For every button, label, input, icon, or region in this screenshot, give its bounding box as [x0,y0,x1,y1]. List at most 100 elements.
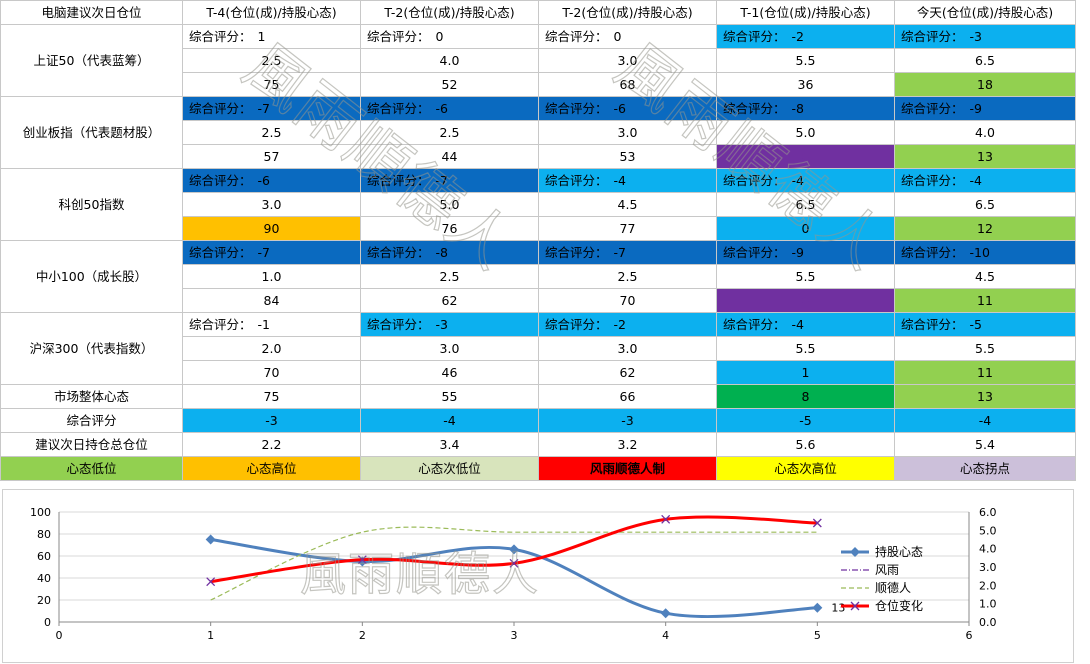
data-point [357,555,367,565]
suggestion-label: 建议次日持仓总仓位 [0,432,183,457]
market-cell: 13 [894,384,1076,409]
score-prefix: 综合评分： [367,245,430,260]
score-cell: 综合评分： -6 [182,168,361,193]
position-row: 2.5 4.0 3.0 5.5 6.5 [1,48,1076,73]
score-row: 创业板指（代表题材股） 综合评分： -7 综合评分： -6 综合评分： -6 综合评分： -8 综… [0,96,1076,169]
index-name: 创业板指（代表题材股） [0,96,183,169]
position-cell: 6.5 [894,48,1076,73]
y2-tick-label: 0.0 [979,616,997,629]
y2-tick-label: 5.0 [979,524,997,537]
score-cell: 综合评分： -4 [894,168,1076,193]
score-value: -4 [791,317,804,332]
series-line [210,526,818,601]
position-cell: 2.5 [182,120,361,145]
suggestion-cell: 3.4 [360,432,539,457]
column-header: 今天(仓位(成)/持股心态) [894,0,1076,25]
position-row: 2.5 2.5 3.0 5.0 4.0 [1,120,1076,145]
legend-swatch: 心态低位 [0,456,183,481]
mood-row: 57 44 53 0 13 [1,144,1076,169]
suggestion-row: 建议次日持仓总仓位 2.2 3.4 3.2 5.6 5.4 [0,432,1076,457]
legend-swatch: 风雨顺德人制 [538,456,717,481]
mood-cell: 84 [182,288,361,313]
score-prefix: 综合评分： [723,317,786,332]
score-prefix: 综合评分： [901,245,964,260]
index-name: 上证50（代表蓝筹） [0,24,183,97]
position-cell: 3.0 [360,336,539,361]
score-cell: 综合评分： -3 [360,312,539,337]
position-cell: 3.0 [538,120,717,145]
position-cell: 5.5 [716,48,895,73]
score-prefix: 综合评分： [189,317,252,332]
mood-row: 84 62 70 0 11 [1,288,1076,313]
score-prefix: 综合评分： [723,173,786,188]
y2-tick-label: 2.0 [979,579,997,592]
mood-row: 70 46 62 1 11 [1,360,1076,385]
legend-label: 仓位变化 [875,598,923,613]
x-tick-label: 6 [966,629,973,642]
mood-cell: 36 [716,72,895,97]
position-cell: 1.0 [182,264,361,289]
score-prefix: 综合评分： [367,101,430,116]
position-cell: 6.5 [894,192,1076,217]
data-point [812,518,822,528]
score-cell: 综合评分： -2 [716,24,895,49]
score-prefix: 综合评分： [723,101,786,116]
score-value: -8 [435,245,448,260]
mood-cell: 62 [538,360,717,385]
column-header: T-1(仓位(成)/持股心态) [716,0,895,25]
score-row: 沪深300（代表指数） 综合评分： -1 综合评分： -3 综合评分： -2 综合评分： -4 综… [0,312,1076,385]
position-cell: 3.0 [182,192,361,217]
score-prefix: 综合评分： [189,173,252,188]
mood-cell: 68 [538,72,717,97]
header-row: 电脑建议次日仓位 T-4(仓位(成)/持股心态) T-2(仓位(成)/持股心态) T-… [0,0,1076,25]
line-chart: 0 20 40 60 80 100 0.0 1.0 2.0 3.0 4.0 5.0 6.0 0 1 2 3 4 5 6… [30,506,997,642]
score-value: -9 [791,245,804,260]
position-cell: 3.0 [538,336,717,361]
score-cell: 综合评分： 0 [538,24,717,49]
score-prefix: 综合评分： [545,101,608,116]
data-point [812,602,823,613]
score-value: 0 [613,29,622,44]
market-row: 市场整体心态 75 55 66 8 13 [0,384,1076,409]
score-cell: 综合评分： -7 [360,168,539,193]
score-value: -6 [613,101,626,116]
score-cell: 综合评分： -8 [360,240,539,265]
score-cell: 综合评分： -1 [182,312,361,337]
position-cell: 2.5 [182,48,361,73]
x-tick-label: 4 [662,629,669,642]
score-value: 0 [435,29,444,44]
x-tick-label: 0 [56,629,63,642]
score-cell: 综合评分： -9 [716,240,895,265]
score-cell: 综合评分： -10 [894,240,1076,265]
x-tick-label: 5 [814,629,821,642]
score-row: 上证50（代表蓝筹） 综合评分： 1 综合评分： 0 综合评分： 0 综合评分： -2 综合评分：… [0,24,1076,97]
mood-cell: 0 [716,216,895,241]
position-cell: 4.0 [360,48,539,73]
data-point [205,534,216,545]
y-tick-label: 40 [37,572,51,585]
legend-swatch: 心态次低位 [360,456,539,481]
score-cell: 综合评分： -2 [538,312,717,337]
score-value: -3 [969,29,982,44]
x-tick-label: 3 [511,629,518,642]
legend-swatch: 心态次高位 [716,456,895,481]
score-value: -7 [257,245,270,260]
score-prefix: 综合评分： [545,29,608,44]
mood-cell: 12 [894,216,1076,241]
mood-cell: 70 [538,288,717,313]
y-tick-label: 0 [44,616,51,629]
data-point [206,577,216,587]
score-cell: 综合评分： -6 [360,96,539,121]
y2-tick-label: 4.0 [979,543,997,556]
mood-cell: 13 [894,144,1076,169]
score-prefix: 综合评分： [367,29,430,44]
score-value: -2 [613,317,626,332]
mood-cell: 18 [894,72,1076,97]
data-point [509,558,519,568]
index-name: 科创50指数 [0,168,183,241]
position-cell: 2.5 [360,120,539,145]
legend-row: 心态低位 心态高位 心态次低位 风雨顺德人制 心态次高位 心态拐点 [0,456,1076,481]
mood-cell: 90 [182,216,361,241]
position-row: 3.0 5.0 4.5 6.5 6.5 [1,192,1076,217]
suggestion-cell: 3.2 [538,432,717,457]
